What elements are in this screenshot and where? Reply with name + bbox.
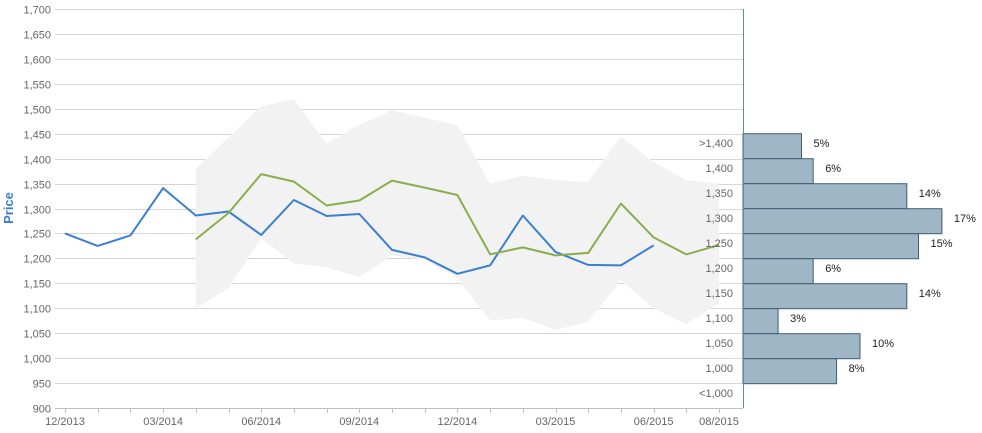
y-tick-label: 1,500 [23, 105, 51, 117]
histogram-bar [742, 208, 943, 235]
histogram-category-label: 1,050 [705, 338, 733, 350]
histogram-bar [742, 183, 908, 210]
y-tick-label: 1,600 [23, 55, 51, 67]
histogram-bar [742, 283, 908, 310]
histogram-bar-label: 14% [919, 188, 941, 200]
histogram-category-label: 1,400 [705, 163, 733, 175]
histogram-bar-label: 6% [825, 163, 841, 175]
histogram-bar-label: 3% [790, 313, 806, 325]
histogram-category-label: 1,150 [705, 288, 733, 300]
y-axis-title: Price [1, 192, 16, 224]
x-tick-label: 03/2014 [143, 416, 183, 428]
forecast-range-area [195, 98, 720, 330]
y-tick-label: 1,150 [23, 279, 51, 291]
histogram-bar-label: 6% [825, 263, 841, 275]
y-tick-label: 1,100 [23, 304, 51, 316]
histogram-bar [742, 158, 814, 185]
histogram-bar-label: 8% [849, 363, 865, 375]
y-tick-label: 1,700 [23, 5, 51, 17]
price-distribution-histogram [742, 133, 943, 385]
y-tick-label: 900 [33, 404, 51, 416]
actual-price-line [64, 187, 655, 275]
histogram-bar [742, 358, 838, 385]
y-tick-label: 1,300 [23, 205, 51, 217]
x-tick-label: 09/2014 [339, 416, 379, 428]
histogram-category-label: 1,000 [705, 363, 733, 375]
histogram-bar-label: 14% [919, 288, 941, 300]
x-tick-label: 03/2015 [536, 416, 576, 428]
x-tick-label: 12/2014 [438, 416, 478, 428]
forecast-range-band [195, 98, 720, 330]
price-lines [64, 173, 720, 275]
axes [55, 9, 744, 413]
y-tick-label: 1,350 [23, 180, 51, 192]
y-tick-label: 1,650 [23, 30, 51, 42]
x-tick-label: 12/2013 [45, 416, 85, 428]
histogram-bar [742, 258, 814, 285]
y-tick-label: 1,250 [23, 229, 51, 241]
x-tick-label: 06/2015 [634, 416, 674, 428]
y-tick-label: 950 [33, 379, 51, 391]
y-tick-label: 1,000 [23, 354, 51, 366]
x-tick-label: 06/2014 [241, 416, 281, 428]
histogram-bar-label: 10% [872, 338, 894, 350]
y-tick-label: 1,550 [23, 80, 51, 92]
axis-labels: 900 950 1,000 1,050 1,100 1,150 1,200 1,250 1,30… [23, 5, 976, 429]
histogram-category-label: 1,200 [705, 263, 733, 275]
histogram-bar [742, 233, 919, 260]
x-tick-label: 08/2015 [699, 416, 739, 428]
y-tick-label: 1,050 [23, 329, 51, 341]
y-tick-label: 1,400 [23, 155, 51, 167]
gridlines [55, 9, 743, 409]
histogram-category-label: 1,300 [705, 213, 733, 225]
histogram-bar [742, 308, 779, 335]
histogram-bar-label: 15% [931, 238, 953, 250]
y-tick-label: 1,450 [23, 130, 51, 142]
histogram-category-label: 1,100 [705, 313, 733, 325]
forecast-price-line [195, 173, 720, 257]
histogram-category-label: 1,250 [705, 238, 733, 250]
histogram-bar-label: 5% [814, 138, 830, 150]
histogram-bar [742, 333, 861, 360]
histogram-category-label: 1,350 [705, 188, 733, 200]
histogram-category-label: >1,400 [699, 138, 733, 150]
histogram-category-label: <1,000 [699, 388, 733, 400]
y-tick-label: 1,200 [23, 254, 51, 266]
histogram-bar-label: 17% [954, 213, 976, 225]
histogram-bar [742, 133, 802, 160]
